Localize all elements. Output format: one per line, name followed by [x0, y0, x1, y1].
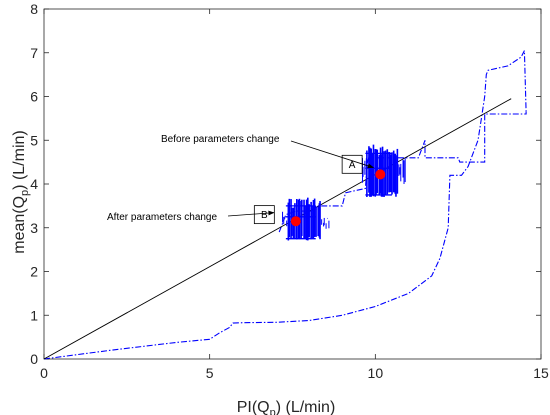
- point-b: [290, 216, 301, 227]
- y-tick-label: 8: [30, 1, 38, 17]
- box-label-text: A: [349, 160, 356, 171]
- y-tick-label: 7: [30, 45, 38, 61]
- y-axis-title: mean(Qp) (L/min): [11, 130, 31, 253]
- annotation-arrow: [227, 210, 275, 217]
- reference-line: [43, 98, 512, 360]
- x-tick-label: 0: [40, 365, 48, 381]
- plot-frame: [43, 8, 542, 360]
- box-label-text: B: [261, 210, 268, 221]
- annotation-text: After parameters change: [107, 212, 217, 223]
- envelope-lower-line: [43, 50, 527, 360]
- annotation-text: Before parameters change: [161, 134, 280, 145]
- plot-data: [43, 50, 527, 360]
- x-tick-label: 5: [206, 365, 214, 381]
- annotation-arrow: [290, 140, 375, 169]
- x-tick-label: 10: [368, 365, 384, 381]
- point-a: [375, 169, 386, 180]
- measurement-cluster: [361, 144, 406, 198]
- annotations: A B Before parameters change After paramete…: [107, 134, 375, 225]
- axes: 0 5 10 15 0 1 2 3 4 5 6 7 8: [30, 1, 549, 381]
- y-tick-label: 4: [30, 176, 38, 192]
- measurement-cluster: [282, 197, 330, 241]
- y-tick-label: 0: [30, 351, 38, 367]
- y-tick-label: 3: [30, 220, 38, 236]
- y-tick-label: 2: [30, 264, 38, 280]
- x-axis-title: PI(Qp) (L/min): [237, 399, 336, 415]
- y-tick-label: 1: [30, 307, 38, 323]
- x-tick-label: 15: [533, 365, 549, 381]
- y-tick-label: 6: [30, 89, 38, 105]
- y-tick-label: 5: [30, 132, 38, 148]
